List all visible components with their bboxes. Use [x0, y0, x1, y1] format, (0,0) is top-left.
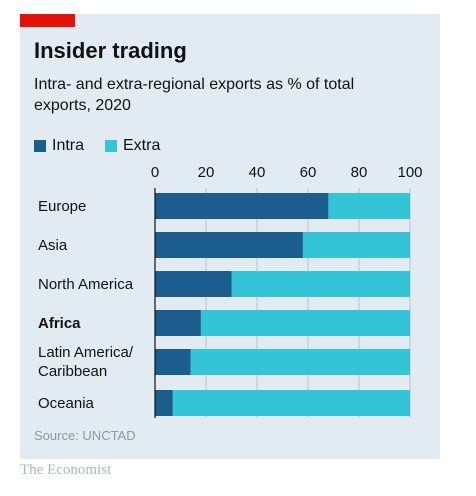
legend-swatch-extra	[105, 140, 117, 152]
bar-extra-3	[200, 310, 410, 336]
category-label: Latin America/ Caribbean	[38, 344, 134, 380]
bar-intra-3	[155, 310, 201, 336]
legend-label-intra: Intra	[52, 137, 85, 154]
brand-wordmark: The Economist	[20, 462, 112, 478]
bar-intra-5	[155, 390, 173, 416]
bar-extra-1	[302, 232, 410, 258]
bar-extra-4	[190, 349, 410, 375]
chart-subtitle: Intra- and extra-regional exports as % o…	[34, 76, 355, 114]
x-tick-label: 40	[248, 164, 266, 181]
x-tick-label: 100	[397, 164, 423, 181]
bar-intra-4	[155, 349, 191, 375]
bar-intra-0	[155, 193, 329, 219]
category-label: Oceania	[38, 394, 94, 412]
x-tick-label: 60	[299, 164, 317, 181]
legend-label-extra: Extra	[123, 137, 161, 154]
bar-extra-2	[231, 271, 410, 297]
bar-extra-5	[172, 390, 410, 416]
brand-red-tag	[20, 14, 75, 27]
category-label: Asia	[38, 236, 68, 254]
bar-intra-1	[155, 232, 303, 258]
bar-intra-2	[155, 271, 232, 297]
legend-swatch-intra	[34, 140, 46, 152]
category-label: North America	[38, 275, 134, 293]
chart-title: Insider trading	[34, 38, 187, 63]
category-label: Africa	[38, 314, 81, 332]
source-note: Source: UNCTAD	[34, 428, 136, 443]
x-tick-label: 20	[197, 164, 215, 181]
category-label: Europe	[38, 197, 87, 215]
x-tick-label: 80	[350, 164, 368, 181]
bar-extra-0	[328, 193, 410, 219]
x-tick-label: 0	[150, 164, 160, 181]
